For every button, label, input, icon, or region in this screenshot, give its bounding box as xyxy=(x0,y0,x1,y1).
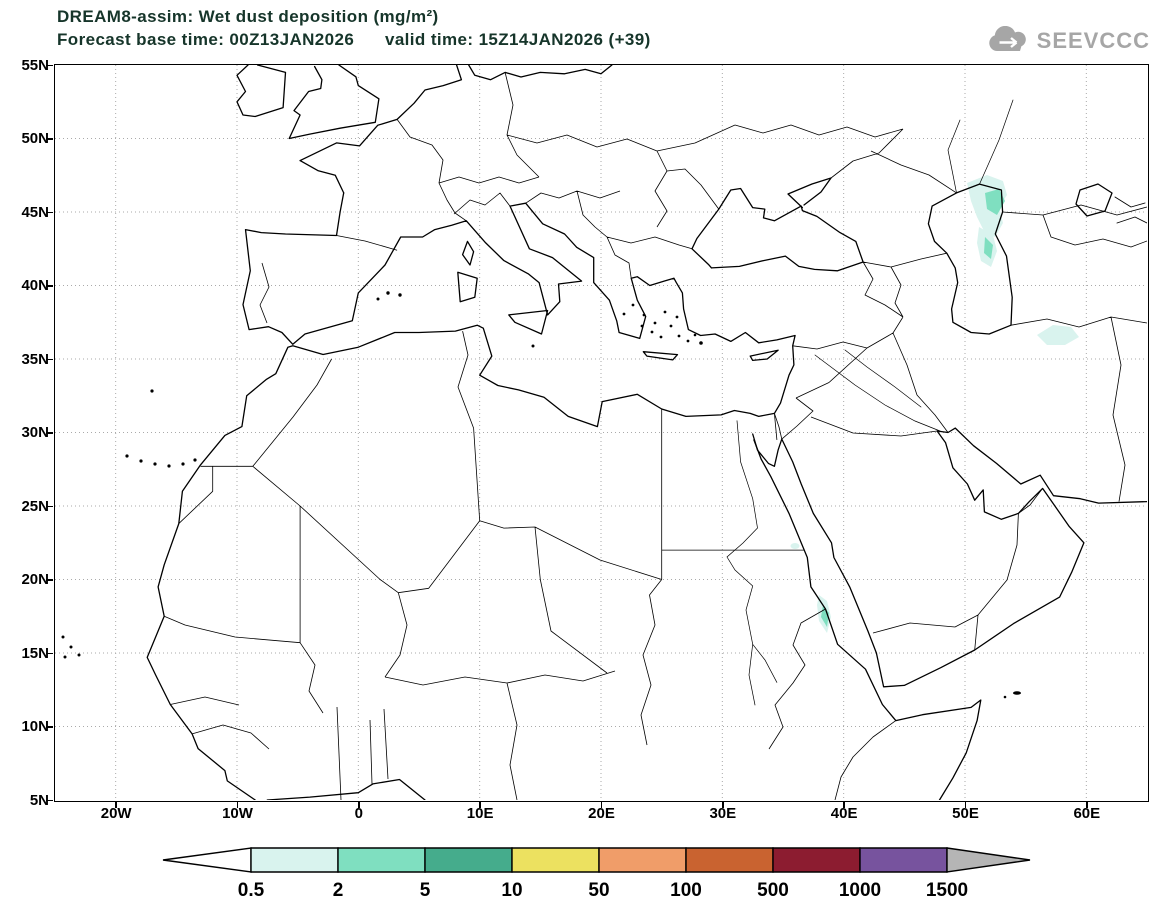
x-axis-label: 0 xyxy=(354,805,363,822)
y-axis-label: 40N xyxy=(21,277,49,294)
x-axis-tick xyxy=(479,801,481,808)
x-axis-label: 20W xyxy=(100,805,132,822)
legend-tick-label: 1000 xyxy=(839,880,881,901)
y-axis-tick xyxy=(46,726,53,728)
y-axis-tick xyxy=(46,652,53,655)
y-axis-tick xyxy=(46,579,53,581)
y-axis-tick xyxy=(46,211,53,214)
y-axis-label: 20N xyxy=(21,571,49,588)
y-axis-label: 10N xyxy=(21,718,49,735)
y-axis-label: 45N xyxy=(21,203,49,221)
legend-segment xyxy=(685,847,774,873)
legend-tick-label: 500 xyxy=(757,880,789,901)
legend-segment xyxy=(859,847,948,873)
legend-segment xyxy=(250,847,339,873)
legend-tick-label: 1500 xyxy=(926,880,968,901)
coastlines xyxy=(146,65,1147,800)
legend-tick-label: 100 xyxy=(670,880,702,901)
y-axis-label: 5N xyxy=(29,791,49,809)
legend-segment xyxy=(424,847,513,873)
y-axis-label: 50N xyxy=(21,130,49,147)
x-axis-tick xyxy=(843,801,845,808)
country-borders xyxy=(164,72,1147,800)
y-axis-tick xyxy=(46,138,53,140)
y-axis-label: 15N xyxy=(21,644,49,662)
deposition-patch xyxy=(790,543,800,549)
small-islands xyxy=(61,291,1021,699)
x-axis-tick xyxy=(115,801,117,808)
x-axis-label: 10E xyxy=(466,805,494,822)
page-title: DREAM8-assim: Wet dust deposition (mg/m²… xyxy=(57,7,439,26)
y-axis-label: 25N xyxy=(21,497,49,515)
legend-arrow-left xyxy=(162,847,252,873)
legend-colorbar: 0.5 2 5 10 50 100 500 1000 1500 xyxy=(162,847,1031,901)
y-axis-label: 35N xyxy=(21,350,49,368)
legend-tick-label: 10 xyxy=(501,880,522,901)
cloud-arrow-icon xyxy=(989,26,1026,51)
x-axis-label: 60E xyxy=(1073,805,1101,822)
legend-tick-label: 50 xyxy=(588,880,609,901)
y-axis-label: 30N xyxy=(21,424,49,441)
rivers xyxy=(726,99,1014,706)
y-axis-tick xyxy=(46,285,53,287)
x-axis-tick xyxy=(600,801,603,808)
x-axis-tick xyxy=(722,801,724,808)
y-axis-tick xyxy=(46,432,53,434)
graticule-gridlines xyxy=(55,65,1147,800)
y-axis-tick xyxy=(46,505,53,508)
x-axis-label: 30E xyxy=(709,805,737,822)
x-axis-label: 50E xyxy=(952,805,979,822)
deposition-patch xyxy=(984,237,993,259)
map-svg xyxy=(55,65,1147,800)
legend-segment xyxy=(337,847,426,873)
seevccc-logo: SEEVCCC xyxy=(986,26,1150,56)
map-plot-area xyxy=(54,64,1149,802)
dust-deposition-shading xyxy=(790,175,1079,633)
legend-segment xyxy=(772,847,861,873)
legend-tick-label: 0.5 xyxy=(238,880,265,901)
y-axis-tick xyxy=(46,64,53,67)
x-axis-label: 40E xyxy=(830,805,858,822)
deposition-patch xyxy=(1037,325,1079,345)
x-axis-tick xyxy=(236,801,239,808)
legend-segment xyxy=(598,847,687,873)
legend-tick-label: 5 xyxy=(420,880,431,901)
y-axis-tick xyxy=(46,799,53,802)
legend-tick-label: 2 xyxy=(333,880,344,901)
legend-arrow-right xyxy=(946,847,1031,873)
legend-segment xyxy=(511,847,600,873)
forecast-times-subtitle: Forecast base time: 00Z13JAN2026 valid t… xyxy=(57,30,651,49)
logo-text: SEEVCCC xyxy=(1036,28,1150,53)
x-axis-tick xyxy=(964,801,967,808)
x-axis-tick xyxy=(358,801,360,808)
deposition-patch xyxy=(985,189,1005,215)
x-axis-tick xyxy=(1086,801,1088,808)
x-axis-label: 10W xyxy=(222,805,253,822)
y-axis-tick xyxy=(46,358,53,361)
y-axis-label: 55N xyxy=(21,56,49,74)
x-axis-label: 20E xyxy=(588,805,615,822)
